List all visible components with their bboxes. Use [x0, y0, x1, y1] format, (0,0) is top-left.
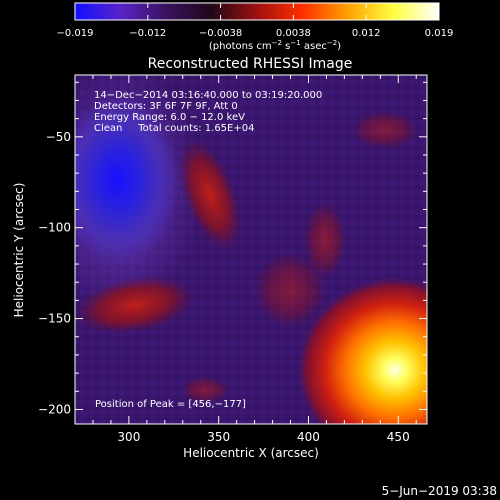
x-tick-label: 400: [297, 430, 320, 444]
y-tick-label: −150: [38, 312, 71, 326]
peak-source: [295, 275, 427, 424]
colorbar-unit-label: (photons cm−2 s−1 asec−2): [209, 39, 341, 52]
annotation-time-range: 14−Dec−2014 03:16:40.000 to 03:19:20.000: [94, 90, 322, 101]
plot-frame: [74, 74, 428, 425]
y-tick-label: −100: [38, 221, 71, 235]
y-axis-label: Heliocentric Y (arcsec): [12, 183, 26, 318]
x-tick-label: 300: [117, 430, 140, 444]
colorbar-tick-label: 0.019: [425, 28, 454, 39]
red-blob-bottom: [180, 376, 230, 404]
red-blob-center: [252, 250, 328, 330]
x-axis-ticks: 300 350 400 450: [92, 75, 417, 444]
generated-date: 5−Jun−2019 03:38: [382, 484, 497, 498]
negative-lobe: [75, 95, 180, 265]
red-blob-left: [75, 275, 197, 335]
x-axis-label: Heliocentric X (arcsec): [183, 446, 319, 460]
colorbar-tick-label: 0.0038: [276, 28, 311, 39]
y-tick-label: −50: [46, 130, 71, 144]
colorbar-ticks: [74, 3, 440, 20]
annotation-detectors: Detectors: 3F 6F 7F 9F, Att 0: [94, 101, 238, 112]
red-arc-upper: [178, 137, 242, 253]
colorbar-tick-label: −0.0038: [199, 28, 242, 39]
colorbar-tick-labels: −0.019 −0.012 −0.0038 0.0038 0.012 0.019: [56, 28, 453, 39]
peak-position-label: Position of Peak = [456,−177]: [95, 399, 246, 410]
red-blob-mid: [303, 200, 347, 280]
annotation-clean-counts: Clean Total counts: 1.65E+04: [94, 123, 254, 134]
red-blob-top-right: [350, 110, 420, 150]
x-tick-label: 450: [387, 430, 410, 444]
chart-title: Reconstructed RHESSI Image: [148, 56, 353, 72]
colorbar: [74, 2, 440, 21]
colorbar-tick-label: −0.019: [56, 28, 93, 39]
y-axis-ticks: −50 −100 −150 −200: [38, 81, 427, 416]
y-tick-label: −200: [38, 402, 71, 416]
heatmap-image: [75, 75, 427, 424]
x-tick-label: 350: [207, 430, 230, 444]
colorbar-tick-label: 0.012: [352, 28, 381, 39]
annotation-energy-range: Energy Range: 6.0 − 12.0 keV: [94, 112, 245, 123]
colorbar-tick-label: −0.012: [129, 28, 166, 39]
